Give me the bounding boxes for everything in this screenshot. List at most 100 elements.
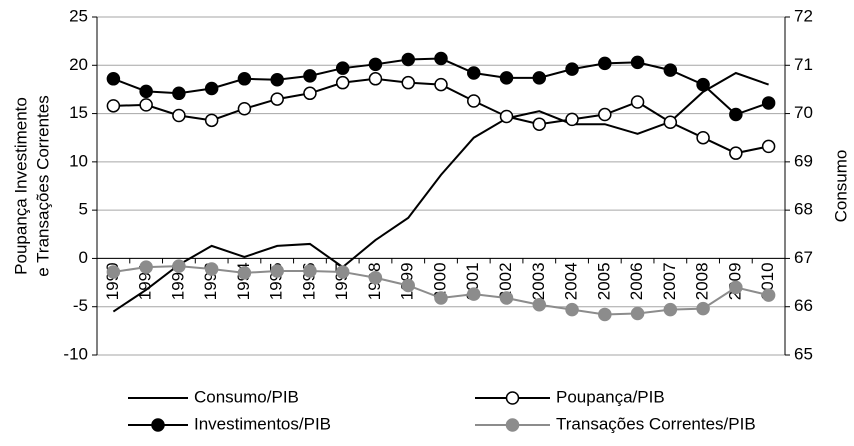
point: [204, 81, 219, 96]
point: [368, 270, 383, 285]
point: [204, 262, 219, 276]
legend-marker: [505, 391, 520, 405]
y-tick-label: 25: [69, 6, 88, 25]
y2-tick-label: 69: [794, 151, 813, 170]
y-tick-label: 20: [69, 55, 88, 74]
point: [335, 61, 350, 75]
point: [335, 265, 350, 279]
legend-label: Poupança/PIB: [556, 387, 665, 406]
point: [565, 112, 579, 127]
point: [303, 264, 317, 278]
point: [630, 55, 645, 70]
x-tick-label: 1992: [168, 262, 187, 300]
point: [237, 72, 252, 86]
point: [532, 117, 547, 131]
legend-label: Transações Correntes/PIB: [556, 414, 756, 433]
y2-tick-label: 70: [794, 103, 813, 122]
x-tick-label: 2000: [430, 262, 449, 300]
point: [598, 307, 612, 322]
y2-tick-label: 67: [794, 248, 813, 267]
legend-label: Consumo/PIB: [194, 387, 299, 406]
point: [663, 302, 678, 317]
point: [663, 63, 678, 77]
point: [106, 72, 121, 86]
y2-tick-label: 71: [794, 55, 813, 74]
point: [303, 86, 317, 101]
point: [401, 75, 415, 90]
y-tick-label: -10: [63, 344, 88, 363]
y2-tick-label: 68: [794, 200, 813, 219]
y-tick-label: 10: [69, 151, 88, 170]
y-tick-label: 15: [69, 103, 88, 122]
y-tick-label: 0: [79, 248, 88, 267]
point: [761, 288, 776, 302]
point: [630, 306, 645, 321]
y2-axis-label: Consumo: [831, 150, 850, 223]
point: [237, 266, 252, 280]
point: [630, 95, 645, 109]
legend-marker: [151, 418, 165, 432]
point: [106, 99, 121, 113]
point: [172, 259, 186, 273]
point: [303, 69, 317, 83]
y-axis-label: Poupança Investimento: [11, 97, 30, 275]
y2-tick-label: 66: [794, 296, 813, 315]
point: [729, 146, 743, 160]
legend-marker: [505, 418, 520, 432]
point: [335, 75, 350, 90]
point: [270, 92, 284, 106]
point: [761, 96, 776, 110]
point: [139, 260, 153, 274]
point: [729, 280, 743, 295]
x-tick-label: 2006: [627, 262, 646, 300]
x-tick-label: 2005: [594, 262, 613, 300]
point: [532, 298, 547, 312]
point: [434, 291, 448, 305]
y2-tick-label: 72: [794, 6, 813, 25]
point: [696, 77, 710, 92]
point: [499, 291, 514, 305]
point: [106, 265, 121, 279]
point: [172, 86, 186, 101]
point: [598, 56, 612, 71]
point: [467, 66, 481, 80]
point: [434, 77, 448, 92]
point: [565, 62, 579, 76]
point: [598, 107, 612, 122]
x-tick-label: 2002: [496, 262, 515, 300]
point: [729, 107, 743, 122]
point: [761, 139, 776, 154]
point: [204, 113, 219, 128]
series-line: [112, 71, 769, 313]
point: [368, 57, 383, 72]
point: [172, 108, 186, 123]
point: [696, 130, 710, 145]
x-tick-label: 2007: [660, 262, 679, 300]
point: [467, 94, 481, 108]
point: [499, 71, 514, 85]
x-tick-label: 2004: [562, 262, 581, 300]
point: [237, 101, 252, 116]
y-tick-label: -5: [73, 296, 88, 315]
x-tick-label: 2003: [529, 262, 548, 300]
point: [532, 71, 547, 85]
point: [696, 301, 710, 316]
y2-tick-label: 65: [794, 344, 813, 363]
point: [139, 84, 153, 99]
y-tick-label: 5: [79, 200, 88, 219]
y-axis-label: e Transações Correntes: [33, 95, 52, 276]
point: [270, 73, 284, 87]
point: [499, 109, 514, 124]
point: [434, 51, 448, 66]
point: [270, 264, 284, 278]
point: [663, 115, 678, 130]
point: [467, 287, 481, 301]
point: [565, 302, 579, 317]
point: [401, 52, 415, 67]
point: [368, 72, 383, 86]
point: [139, 98, 153, 112]
legend-label: Investimentos/PIB: [194, 414, 331, 433]
x-tick-label: 2008: [693, 262, 712, 300]
point: [401, 278, 415, 293]
